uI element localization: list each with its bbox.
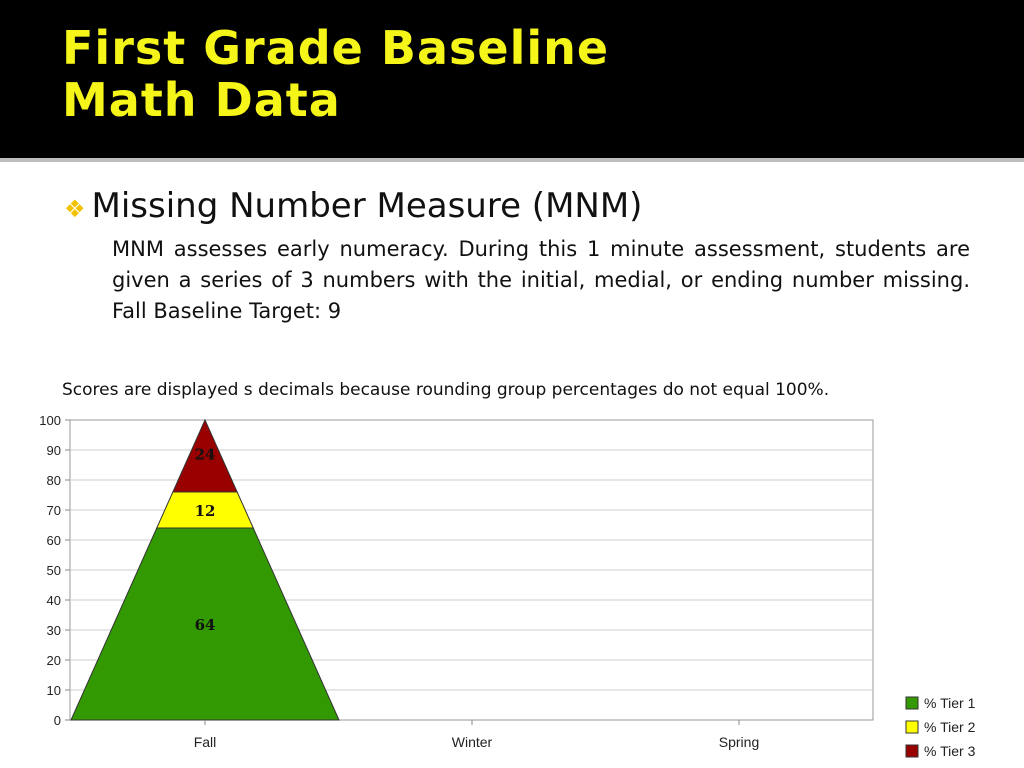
legend-swatch-1 xyxy=(905,696,919,710)
legend-label: % Tier 1 xyxy=(924,695,976,711)
stacked-area xyxy=(70,418,340,721)
legend-label: % Tier 2 xyxy=(924,719,976,735)
legend-label: % Tier 3 xyxy=(924,743,976,759)
title-band: First Grade Baseline Math Data xyxy=(0,0,1024,158)
slide-title-line-2: Math Data xyxy=(62,73,341,127)
y-tick-label: 30 xyxy=(47,623,61,638)
y-tick-label: 0 xyxy=(54,713,61,728)
y-tick-label: 100 xyxy=(39,413,61,428)
bullet-body: MNM assesses early numeracy. During this… xyxy=(112,237,970,323)
diamond-bullet-icon: ❖ xyxy=(64,195,86,223)
area-segment-3 xyxy=(172,418,238,493)
slide-title: First Grade Baseline Math Data xyxy=(62,22,609,126)
chart-note: Scores are displayed s decimals because … xyxy=(62,380,830,400)
y-tick-label: 80 xyxy=(47,473,61,488)
data-labels: 64 12 24 xyxy=(195,445,216,634)
title-divider xyxy=(0,158,1024,162)
y-tick-label: 10 xyxy=(47,683,61,698)
x-tick-label: Winter xyxy=(452,734,493,750)
legend-swatch-2 xyxy=(905,720,919,734)
x-axis: Fall Winter Spring xyxy=(194,720,759,750)
x-tick-label: Spring xyxy=(719,734,759,750)
slide-title-line-1: First Grade Baseline xyxy=(62,21,610,75)
slide-content: ❖ Missing Number Measure (MNM) MNM asses… xyxy=(0,162,1024,768)
y-tick-label: 70 xyxy=(47,503,61,518)
data-label: 24 xyxy=(195,445,216,463)
bullet-heading: Missing Number Measure (MNM) xyxy=(91,186,643,226)
legend: % Tier 1 % Tier 2 % Tier 3 xyxy=(905,695,976,759)
bullet-item: ❖ Missing Number Measure (MNM) xyxy=(64,186,642,226)
y-axis: 0 10 20 30 40 50 60 70 80 90 100 xyxy=(39,413,70,728)
x-tick-label: Fall xyxy=(194,734,217,750)
data-label: 64 xyxy=(195,616,216,634)
y-tick-label: 60 xyxy=(47,533,61,548)
legend-swatch-3 xyxy=(905,744,919,758)
y-tick-label: 90 xyxy=(47,443,61,458)
y-tick-label: 50 xyxy=(47,563,61,578)
y-tick-label: 40 xyxy=(47,593,61,608)
data-label: 12 xyxy=(195,502,216,520)
y-tick-label: 20 xyxy=(47,653,61,668)
